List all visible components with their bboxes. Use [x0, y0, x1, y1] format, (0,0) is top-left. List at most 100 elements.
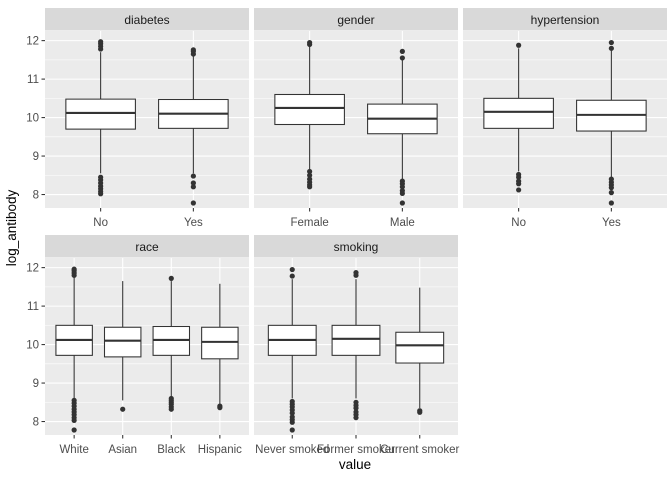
x-tick-label: Current smoker: [380, 444, 459, 456]
x-tick-label: Never smoked: [255, 444, 329, 456]
box-iqr: [395, 331, 445, 364]
x-axis-title: value: [339, 457, 371, 472]
x-tick-label: Male: [390, 217, 415, 229]
boxplot-white: [55, 266, 93, 433]
y-tick-label: 9: [33, 151, 39, 163]
box-iqr: [331, 324, 381, 356]
boxplot-no: [483, 42, 554, 193]
y-tick-label: 12: [26, 36, 39, 48]
outlier-point: [190, 200, 196, 206]
facet-strip-label: hypertension: [531, 13, 600, 27]
facet-strip-label: gender: [337, 13, 374, 27]
outlier-point: [399, 48, 405, 54]
outlier-point: [516, 174, 522, 180]
outlier-point: [417, 409, 423, 415]
outlier-point: [289, 266, 295, 273]
y-tick-label: 9: [33, 378, 39, 390]
boxplot-black: [152, 275, 191, 412]
x-tick-label: Yes: [602, 217, 621, 229]
boxplot-female: [274, 39, 345, 190]
outlier-point: [168, 275, 174, 281]
facet-panel-race: race White Asian Black Hispanic 8 9 10 11 12: [26, 235, 249, 456]
outlier-point: [399, 184, 405, 190]
boxplot-asian: [103, 281, 142, 412]
y-tick-label: 10: [26, 113, 39, 125]
y-tick-label: 10: [26, 340, 39, 352]
x-tick-label: Female: [290, 217, 328, 229]
outlier-point: [289, 419, 295, 425]
box-iqr: [65, 98, 136, 130]
outlier-point: [608, 190, 614, 196]
facet-strip-label: diabetes: [124, 13, 169, 27]
facet-strip: [45, 8, 249, 31]
outlier-point: [307, 39, 313, 46]
outlier-point: [71, 417, 77, 423]
x-tick-label: Former smoker: [317, 444, 395, 456]
boxplot-never-smoked: [267, 266, 317, 433]
outlier-point: [608, 185, 614, 191]
outlier-point: [516, 187, 522, 193]
outlier-point: [217, 405, 223, 411]
facet-strip: [254, 235, 458, 258]
y-tick-label: 8: [33, 190, 39, 202]
outlier-point: [168, 406, 174, 412]
facet-panel-hypertension: hypertension No Yes: [463, 8, 667, 229]
boxplot-yes: [576, 39, 647, 206]
facet-strip: [463, 8, 667, 31]
y-axis-title: log_antibody: [4, 189, 19, 266]
facet-strip: [254, 8, 458, 31]
y-tick-label: 12: [26, 263, 39, 275]
outlier-point: [289, 273, 295, 279]
outlier-point: [289, 410, 295, 416]
outlier-point: [399, 200, 405, 206]
x-tick-label: Asian: [108, 444, 137, 456]
boxplot-male: [367, 48, 438, 206]
x-tick-label: No: [511, 217, 526, 229]
outlier-point: [353, 415, 359, 421]
box-iqr: [483, 97, 554, 129]
outlier-point: [190, 184, 196, 190]
x-tick-label: Yes: [184, 217, 203, 229]
box-iqr: [201, 326, 239, 360]
boxplot-yes: [158, 47, 229, 206]
outlier-point: [353, 270, 359, 276]
outlier-point: [353, 405, 359, 411]
outlier-point: [98, 191, 104, 197]
outlier-point: [608, 39, 614, 46]
outlier-point: [190, 180, 196, 186]
x-tick-label: No: [93, 217, 108, 229]
outlier-point: [399, 55, 405, 61]
outlier-point: [516, 42, 522, 48]
outlier-point: [98, 39, 104, 45]
outlier-point: [190, 173, 196, 179]
outlier-point: [71, 427, 77, 433]
boxplot-no: [65, 39, 136, 197]
outlier-point: [307, 184, 313, 190]
outlier-point: [608, 200, 614, 206]
x-tick-label: Black: [157, 444, 185, 456]
boxplot-former-smoker: [331, 270, 381, 421]
x-tick-label: Hispanic: [198, 444, 242, 456]
y-tick-label: 11: [27, 74, 39, 86]
facet-strip-label: race: [135, 240, 159, 254]
facet-panel-diabetes: diabetes No Yes 8 9 10 11 12: [26, 8, 249, 229]
box-iqr: [103, 326, 142, 358]
facet-panel-gender: gender Female Male: [254, 8, 458, 229]
facet-strip: [45, 235, 249, 258]
x-tick-label: White: [59, 444, 88, 456]
boxplot-hispanic: [201, 283, 239, 411]
box-iqr: [274, 93, 345, 126]
outlier-point: [399, 190, 405, 196]
outlier-point: [608, 45, 614, 51]
facet-strip-label: smoking: [334, 240, 379, 254]
y-tick-label: 8: [33, 417, 39, 429]
outlier-point: [516, 181, 522, 187]
outlier-point: [120, 406, 126, 412]
outlier-point: [307, 168, 313, 175]
outlier-point: [71, 266, 77, 272]
y-tick-label: 11: [27, 301, 39, 313]
outlier-point: [289, 427, 295, 433]
outlier-point: [307, 172, 313, 178]
